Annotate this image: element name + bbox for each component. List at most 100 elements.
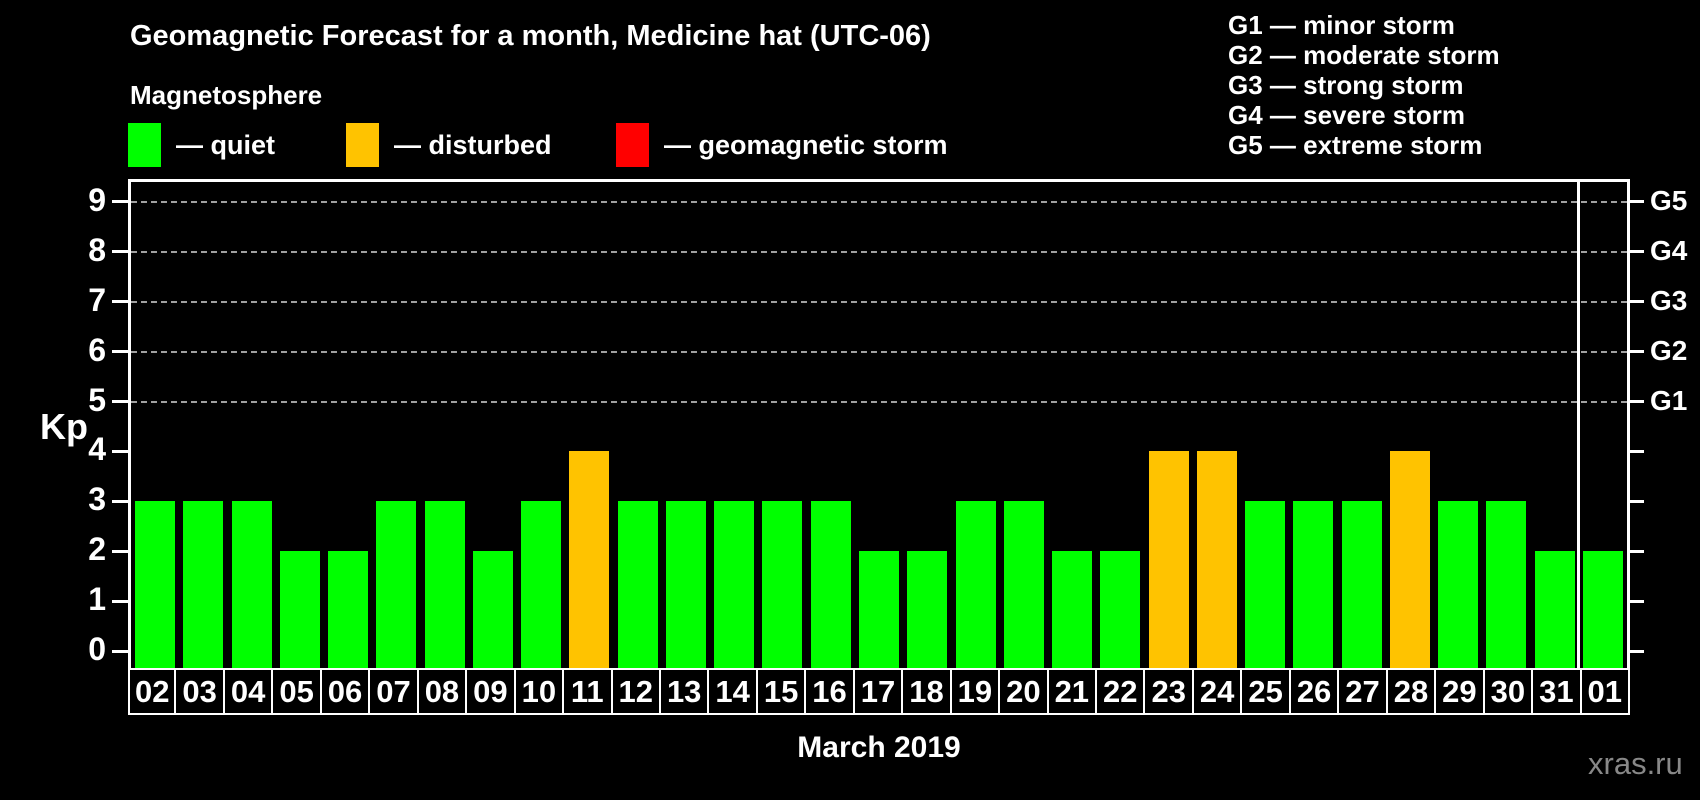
day-label-09: 09	[467, 668, 516, 715]
kp-bar-day-09	[472, 551, 513, 668]
y-tick-right-3	[1628, 499, 1644, 503]
day-label-01: 01	[1581, 668, 1630, 715]
gridline-kp8	[131, 250, 1627, 253]
y-tick-left-3	[112, 499, 128, 503]
y-tick-left-0	[112, 649, 128, 653]
y-tick-label-6: 6	[88, 331, 106, 368]
kp-bar-day-12	[617, 501, 658, 668]
status-legend: — quiet — disturbed — geomagnetic storm	[128, 122, 1028, 168]
day-label-03: 03	[176, 668, 225, 715]
kp-bar-day-03	[183, 501, 224, 668]
storm-swatch-icon	[616, 123, 649, 167]
day-labels-row: 02 03 04 05 06 07 08 09 10 11 12 13 14 15 16 17 18 19 20 21…	[128, 668, 1630, 715]
y-tick-left-5	[112, 400, 128, 403]
day-label-21: 21	[1048, 668, 1098, 715]
kp-bar-day-23	[1148, 451, 1189, 668]
g-axis-label-g2: G2	[1650, 334, 1688, 366]
y-tick-label-4: 4	[88, 431, 106, 468]
kp-bar-day-13	[665, 501, 706, 668]
g-legend-line-1: G1 — minor storm	[1228, 10, 1455, 40]
day-label-28: 28	[1387, 668, 1437, 715]
legend-label-disturbed: — disturbed	[394, 129, 552, 160]
day-label-29: 29	[1436, 668, 1485, 715]
kp-bar-day-27	[1341, 501, 1382, 668]
y-tick-label-9: 9	[88, 181, 106, 218]
day-label-27: 27	[1339, 668, 1388, 715]
kp-bar-day-11	[569, 451, 610, 668]
day-label-04: 04	[224, 668, 274, 715]
y-tick-left-8	[112, 250, 128, 254]
legend-item-disturbed: — disturbed	[346, 122, 552, 168]
day-label-31: 31	[1533, 668, 1582, 715]
y-tick-left-2	[112, 549, 128, 553]
kp-bar-day-08	[424, 501, 465, 668]
day-label-22: 22	[1097, 668, 1146, 715]
y-tick-right-7	[1628, 300, 1644, 304]
kp-bar-day-26	[1293, 501, 1334, 668]
kp-bar-day-22	[1100, 551, 1141, 668]
legend-item-storm: — geomagnetic storm	[616, 122, 948, 168]
gridline-kp5	[131, 400, 1627, 403]
y-tick-label-0: 0	[88, 631, 106, 667]
kp-bar-day-18	[907, 551, 948, 668]
kp-bar-day-15	[762, 501, 803, 668]
plot-area	[128, 179, 1630, 671]
gridline-kp9	[131, 200, 1627, 203]
legend-label-quiet: — quiet	[176, 129, 275, 160]
kp-bar-day-02	[135, 501, 176, 668]
gridline-kp7	[131, 300, 1627, 303]
y-tick-label-8: 8	[88, 231, 106, 268]
kp-bar-day-25	[1245, 501, 1286, 668]
y-tick-right-5	[1628, 400, 1644, 403]
legend-label-storm: — geomagnetic storm	[664, 129, 948, 160]
month-boundary-line	[1577, 182, 1581, 668]
day-label-23: 23	[1145, 668, 1194, 715]
kp-bar-day-01	[1582, 551, 1623, 668]
kp-bar-day-28	[1389, 451, 1430, 668]
kp-bar-day-20	[1003, 501, 1044, 668]
xras-watermark: xras.ru	[1588, 746, 1683, 781]
y-tick-right-0	[1628, 649, 1644, 653]
y-tick-left-6	[112, 350, 128, 354]
day-label-15: 15	[757, 668, 807, 715]
kp-bar-day-14	[714, 501, 755, 668]
y-tick-left-7	[112, 300, 128, 304]
day-label-12: 12	[612, 668, 661, 715]
day-label-05: 05	[273, 668, 322, 715]
y-tick-label-2: 2	[88, 531, 106, 568]
x-axis-title: March 2019	[797, 731, 961, 764]
day-label-24: 24	[1193, 668, 1243, 715]
y-tick-right-4	[1628, 449, 1644, 453]
day-label-25: 25	[1242, 668, 1291, 715]
day-label-20: 20	[1000, 668, 1049, 715]
kp-bar-day-19	[955, 501, 996, 668]
g-axis-label-g3: G3	[1650, 284, 1688, 316]
y-tick-right-9	[1628, 200, 1644, 204]
day-label-08: 08	[418, 668, 468, 715]
day-label-11: 11	[564, 668, 613, 715]
quiet-swatch-icon	[128, 123, 161, 167]
day-label-16: 16	[806, 668, 855, 715]
y-tick-label-1: 1	[88, 581, 106, 618]
day-label-13: 13	[660, 668, 710, 715]
day-label-06: 06	[321, 668, 371, 715]
kp-bar-day-24	[1196, 451, 1237, 668]
y-tick-right-2	[1628, 549, 1644, 553]
y-tick-left-1	[112, 599, 128, 603]
kp-bar-day-07	[376, 501, 417, 668]
day-label-07: 07	[370, 668, 419, 715]
day-label-10: 10	[515, 668, 565, 715]
g-axis-label-g4: G4	[1650, 234, 1688, 266]
kp-bar-day-04	[231, 501, 272, 668]
day-label-19: 19	[951, 668, 1001, 715]
kp-bar-day-05	[279, 551, 320, 668]
kp-bar-day-06	[328, 551, 369, 668]
y-tick-right-6	[1628, 350, 1644, 354]
disturbed-swatch-icon	[346, 123, 379, 167]
g-axis-label-g1: G1	[1650, 384, 1688, 416]
day-label-18: 18	[903, 668, 952, 715]
kp-bar-day-30	[1486, 501, 1527, 668]
y-tick-right-8	[1628, 250, 1644, 254]
day-label-26: 26	[1290, 668, 1340, 715]
